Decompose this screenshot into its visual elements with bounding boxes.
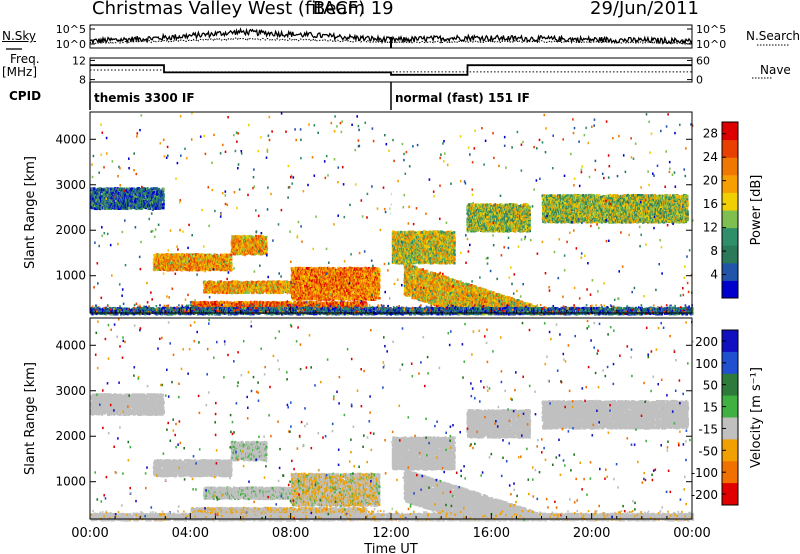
power-cell [163,202,165,205]
cpid-panel: themis 3300 IF normal (fast) 151 IF [90,82,530,110]
power-cell [213,281,215,284]
power-cell [230,262,232,265]
cpid-label: themis 3300 IF [94,91,195,105]
power-cell [345,267,347,270]
freq-ytick-left: 12 [72,54,86,67]
noise-ytick-left: 10^5 [56,23,86,36]
freq-ytick-right: 0 [696,74,703,87]
freq-ytick-right: 60 [696,54,710,67]
power-cell [163,188,165,191]
noise-ytick-right: 10^0 [696,38,726,51]
power-cell [303,267,305,270]
power-cell [158,188,160,191]
noise-ytick-left: 10^0 [56,38,86,51]
power-cell [162,207,164,210]
power-cell [265,236,267,239]
power-cell [230,254,232,257]
power-cell [163,193,165,196]
freq-line [90,65,692,75]
noise-panel: 10^5 10^0 10^5 10^0 [56,23,726,51]
radar-summary-plot: 10^5 10^0 10^5 10^0 12 8 60 0 themis 3300 IF no… [0,0,800,554]
frequency-panel: 12 8 60 0 [6,45,790,87]
noise-ytick-right: 10^5 [696,23,726,36]
power-cell [304,282,306,285]
cpid-label: normal (fast) 151 IF [395,91,530,105]
freq-ytick-left: 8 [79,74,86,87]
power-cell [265,240,267,243]
freq-frame [90,58,692,82]
